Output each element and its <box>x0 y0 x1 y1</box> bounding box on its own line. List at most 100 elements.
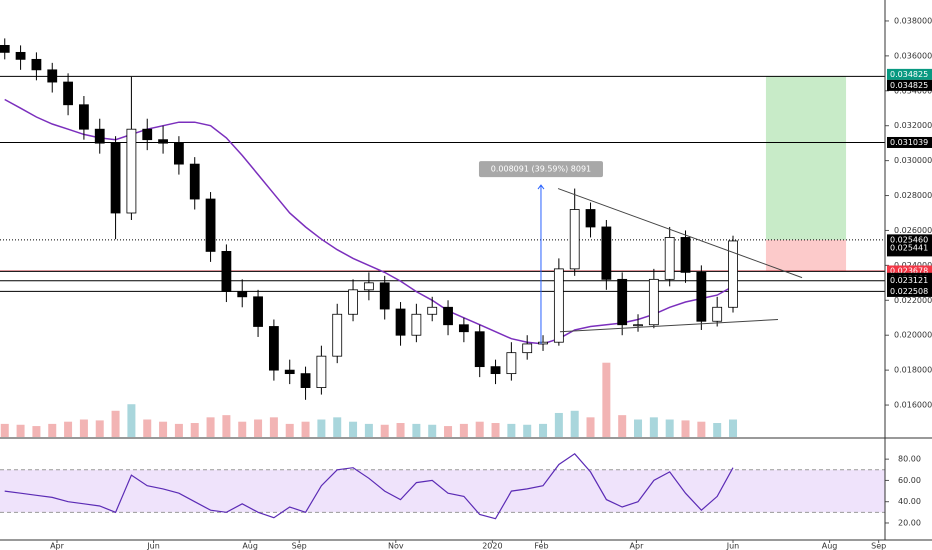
y-tick-label: 0.028000 <box>894 191 932 200</box>
volume-bar <box>238 421 247 437</box>
candle-body <box>63 81 73 106</box>
x-tick-label: Sep <box>871 542 886 550</box>
measure-label: 0.008091 (39.59%) 8091 <box>491 165 591 174</box>
volume-bar <box>222 415 231 437</box>
candle-body <box>173 142 184 165</box>
y-tick-label: 0.036000 <box>894 51 932 60</box>
rsi-tick-label: 80.00 <box>898 455 921 464</box>
volume-bar <box>665 419 674 437</box>
level-label: 0.034825 <box>890 81 928 90</box>
x-tick-label: Apr <box>50 542 65 550</box>
candle-body <box>490 366 501 375</box>
candle-body <box>31 58 42 71</box>
volume-bar <box>729 419 738 437</box>
candle-body <box>474 331 485 368</box>
level-label: 0.031039 <box>890 138 928 147</box>
level-label: 0.025460 <box>890 235 928 244</box>
level-label-box <box>887 285 932 297</box>
volume-bar <box>95 420 104 437</box>
candle-body <box>443 306 453 326</box>
candle-body <box>522 343 533 354</box>
x-tick-label: Aug <box>822 542 838 550</box>
volume-bar <box>634 419 643 437</box>
candle-body <box>680 237 691 273</box>
rsi-line <box>4 453 734 520</box>
volume-bar <box>713 423 722 437</box>
candle-body <box>617 278 628 326</box>
x-tick-label: Feb <box>534 542 548 550</box>
measure-arrow <box>537 184 545 190</box>
y-tick-label: 0.016000 <box>894 401 932 410</box>
measure-box <box>478 161 603 178</box>
volume-bar <box>16 424 25 437</box>
volume-bar <box>254 419 263 437</box>
y-tick-label: 0.032000 <box>894 121 932 130</box>
rsi-tick-label: 60.00 <box>898 476 921 485</box>
volume-bar <box>681 420 690 437</box>
candle-body <box>664 237 675 280</box>
level-label-box <box>887 275 932 287</box>
volume-bar <box>649 417 658 437</box>
volume-bar <box>459 423 468 437</box>
candle-body <box>585 209 596 228</box>
volume-bar <box>79 419 88 437</box>
y-tick-label: 0.020000 <box>894 331 932 340</box>
x-tick-label: Aug <box>242 542 258 550</box>
candle-body <box>189 163 200 200</box>
candle-body <box>506 352 517 375</box>
candle-body <box>348 289 358 315</box>
volume-bar <box>143 419 152 437</box>
volume-bar <box>206 417 215 437</box>
volume-bar <box>333 417 342 437</box>
position-loss <box>765 239 847 271</box>
volume-bar <box>269 417 278 437</box>
x-tick-label: Nov <box>388 542 404 550</box>
candle-body <box>332 313 343 357</box>
candle-body <box>300 373 311 388</box>
candle-body <box>458 324 469 333</box>
candle-body <box>284 369 295 375</box>
volume-bar <box>697 421 706 437</box>
trendline <box>557 188 803 279</box>
candle-body <box>253 296 263 327</box>
candle-body <box>205 198 216 252</box>
candle-body <box>47 69 58 83</box>
position-profit <box>765 76 847 240</box>
volume-bar <box>174 423 183 437</box>
candle-body <box>696 271 707 322</box>
level-label-box <box>887 136 932 148</box>
volume-bar <box>396 423 405 437</box>
candle-body <box>142 128 153 141</box>
candle-body <box>268 326 279 371</box>
x-tick-label: Jun <box>726 542 740 550</box>
level-label-box <box>887 242 932 254</box>
trendline <box>559 319 779 333</box>
volume-bar <box>570 410 579 437</box>
rsi-tick-label: 20.00 <box>898 518 921 527</box>
rsi-tick-label: 40.00 <box>898 497 921 506</box>
volume-bar <box>190 423 199 437</box>
volume-bar <box>380 424 389 437</box>
candle-body <box>648 278 659 326</box>
candle-body <box>728 240 738 308</box>
candle-body <box>395 308 406 336</box>
rsi-band <box>0 469 885 513</box>
volume-bar <box>475 421 484 437</box>
level-label-box <box>887 234 932 246</box>
target-label-box <box>887 68 932 80</box>
volume-bar <box>32 426 41 437</box>
moving-average <box>4 98 734 345</box>
y-tick-label: 0.018000 <box>894 366 932 375</box>
candle-body <box>15 51 26 60</box>
volume-bar <box>539 423 548 437</box>
level-label-box <box>887 79 932 91</box>
volume-bar <box>586 417 595 437</box>
candle-body <box>538 341 548 345</box>
y-tick-label: 0.024000 <box>894 261 932 270</box>
candle-body <box>79 104 89 130</box>
candle-body <box>126 128 137 214</box>
candle-body <box>0 44 10 53</box>
volume-bar <box>507 423 516 437</box>
candle-body <box>237 291 248 298</box>
